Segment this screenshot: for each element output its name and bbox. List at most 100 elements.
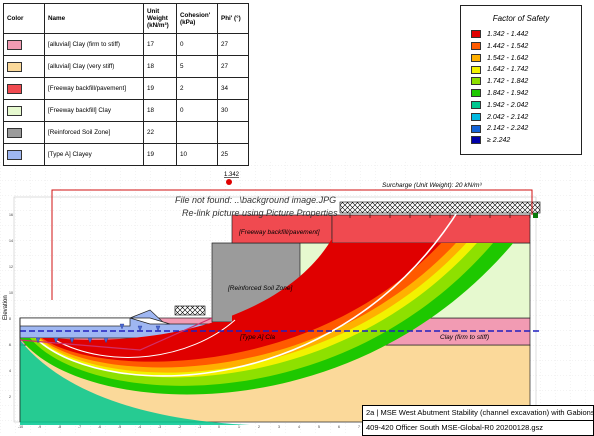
y-tick-label: 12 (9, 265, 13, 269)
color-cell (3, 99, 45, 122)
x-tick-label: -10 (18, 425, 23, 429)
critical-slip-surface (39, 207, 461, 377)
y-tick-label: 14 (9, 239, 13, 243)
phi: 25 (217, 143, 249, 166)
material-name: [alluvial] Clay (firm to stiff) (44, 33, 144, 56)
y-tick-label: 16 (9, 213, 13, 217)
surcharge-label: Surcharge (Unit Weight): 20 kN/m³ (382, 182, 482, 189)
unit-weight: 19 (143, 77, 177, 100)
missing-image-line2: Re-link picture using Picture Properties (182, 208, 338, 218)
material-color-swatch (7, 127, 22, 138)
legend-item: 1.842 - 1.942 (471, 89, 528, 99)
phi: 30 (217, 99, 249, 122)
x-tick-label: -8 (58, 425, 61, 429)
color-cell (3, 55, 45, 78)
x-tick-label: -4 (138, 425, 141, 429)
table-row: [alluvial] Clay (very stiff) 18 5 27 (3, 55, 249, 78)
material-color-swatch (7, 149, 22, 160)
x-tick-label: 7 (358, 425, 360, 429)
legend-item: ≥ 2.242 (471, 136, 510, 146)
y-tick-label: 6 (9, 343, 11, 347)
material-color-swatch (7, 83, 22, 94)
ponded-water-markers (35, 323, 161, 344)
color-cell (3, 33, 45, 56)
cohesion: 0 (176, 99, 218, 122)
unit-weight: 19 (143, 143, 177, 166)
title-line-1: 2a | MSE West Abutment Stability (channe… (362, 405, 594, 421)
legend-label: 1.542 - 1.642 (487, 54, 529, 62)
unit-weight: 22 (143, 121, 177, 144)
legend-swatch (471, 89, 481, 98)
x-tick-label: -6 (98, 425, 101, 429)
missing-image-line1: File not found: ..\background image.JPG (175, 195, 336, 205)
phi: 27 (217, 55, 249, 78)
legend-title: Factor of Safety (492, 14, 550, 23)
legend-item: 2.042 - 2.142 (471, 112, 528, 123)
x-tick-label: 6 (338, 425, 340, 429)
y-tick-label: 10 (9, 291, 13, 295)
x-tick-label: 4 (298, 425, 300, 429)
x-tick-label: 3 (278, 425, 280, 429)
color-cell (3, 121, 45, 144)
legend-item: 1.442 - 1.542 (471, 41, 528, 52)
x-tick-label: 2 (258, 425, 260, 429)
y-tick-label: 4 (9, 369, 11, 373)
cohesion (176, 121, 218, 144)
material-name: [alluvial] Clay (very stiff) (44, 55, 144, 78)
slip-surface-inner (54, 319, 236, 358)
legend-item: 1.642 - 1.742 (471, 65, 528, 75)
cohesion: 2 (176, 77, 218, 100)
legend-swatch (471, 136, 481, 145)
legend-item: 1.542 - 1.642 (471, 53, 529, 64)
fos-legend: Factor of Safety 1.342 - 1.442 1.442 - 1.… (460, 5, 582, 155)
legend-swatch (471, 124, 481, 133)
header-cohesion: Cohesion' (kPa) (176, 3, 218, 34)
surcharge-load (339, 201, 541, 214)
unit-weight: 18 (143, 99, 177, 122)
phi: 34 (217, 77, 249, 100)
legend-swatch (471, 65, 481, 74)
cohesion: 5 (176, 55, 218, 78)
legend-swatch (471, 53, 481, 62)
legend-label: 1.742 - 1.842 (487, 78, 529, 86)
header-name: Name (44, 3, 144, 34)
unit-weight: 18 (143, 55, 177, 78)
clay-firm-label: Clay (firm to stiff) (440, 334, 489, 341)
fos-value-label: 1.342 (224, 172, 240, 178)
x-tick-label: 0 (218, 425, 220, 429)
title-block: 2a | MSE West Abutment Stability (channe… (362, 405, 594, 436)
material-properties-table: Color Name Unit Weight (kN/m³) Cohesion'… (3, 3, 249, 166)
title-line-2: 409-420 Officer South MSE-Global-R0 2020… (362, 420, 594, 436)
legend-item: 1.742 - 1.842 (471, 77, 528, 87)
slip-entry-exit-boundary (19, 317, 213, 351)
slip-search-grid (51, 189, 533, 300)
x-tick-label: -3 (158, 425, 161, 429)
legend-swatch (471, 77, 481, 86)
cohesion: 0 (176, 33, 218, 56)
reinforced-zone-label: [Reinforced Soil Zone] (227, 285, 293, 292)
material-name: [Type A] Clayey (44, 143, 144, 166)
legend-label: ≥ 2.242 (487, 137, 511, 145)
x-tick-label: -1 (198, 425, 201, 429)
material-name: [Freeway backfill] Clay (44, 99, 144, 122)
layer-freeway-pavement (231, 214, 333, 244)
legend-item: 1.342 - 1.442 (471, 30, 528, 40)
legend-label: 1.942 - 2.042 (487, 101, 529, 109)
color-cell (3, 77, 45, 100)
material-name: [Reinforced Soil Zone] (44, 121, 144, 144)
cohesion: 10 (176, 143, 218, 166)
header-color: Color (3, 3, 45, 34)
surcharge-arrows (349, 213, 531, 218)
legend-label: 1.642 - 1.742 (487, 66, 529, 74)
material-color-swatch (7, 105, 22, 116)
legend-label: 2.142 - 2.242 (487, 125, 529, 133)
critical-center-point (226, 179, 232, 185)
y-tick-label: 2 (9, 395, 11, 399)
header-unit-weight: Unit Weight (kN/m³) (143, 3, 177, 34)
table-header-row: Color Name Unit Weight (kN/m³) Cohesion'… (3, 3, 249, 34)
legend-label: 1.842 - 1.942 (487, 90, 529, 97)
legend-item: 1.942 - 2.042 (471, 100, 529, 111)
material-color-swatch (7, 61, 22, 72)
x-tick-label: -5 (118, 425, 121, 429)
